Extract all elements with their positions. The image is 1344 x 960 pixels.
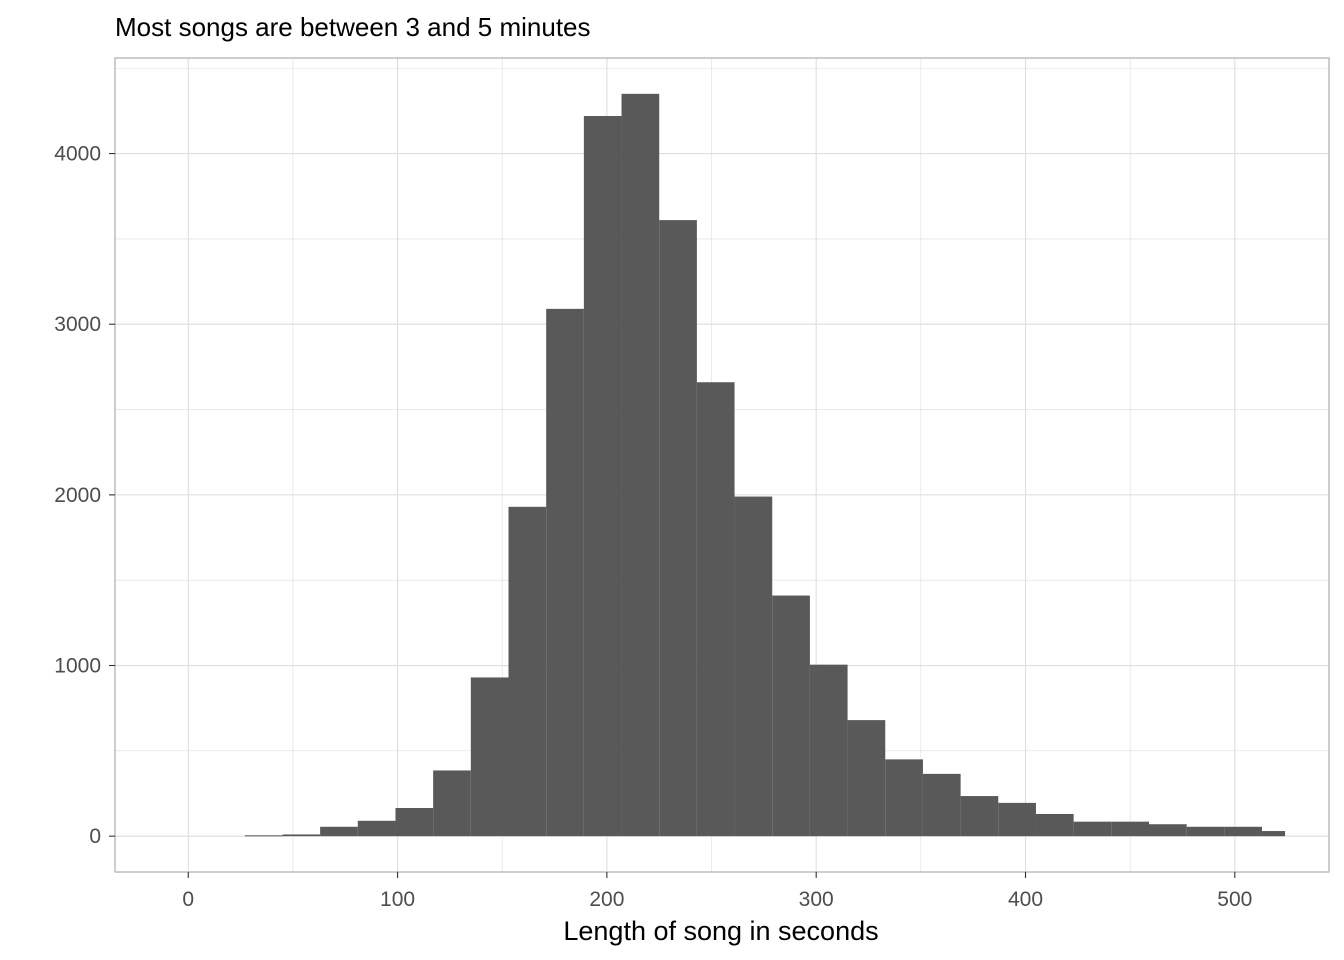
histogram-bar xyxy=(922,773,961,837)
histogram-bar xyxy=(809,664,848,837)
histogram-bar xyxy=(1148,824,1187,837)
y-tick-label: 1000 xyxy=(54,655,101,678)
histogram-bar xyxy=(621,93,660,837)
x-tick-label: 400 xyxy=(1008,888,1043,911)
histogram-bar xyxy=(772,595,810,837)
histogram-bar xyxy=(395,808,434,837)
histogram-bar xyxy=(282,834,321,837)
x-tick-label: 300 xyxy=(799,888,834,911)
x-tick-label: 200 xyxy=(589,888,624,911)
y-tick-label: 0 xyxy=(89,825,101,848)
histogram-bar xyxy=(1262,831,1286,837)
histogram-bar xyxy=(433,770,471,837)
histogram-bar xyxy=(1224,826,1263,837)
histogram-bar xyxy=(659,220,697,837)
histogram-bars xyxy=(244,93,1286,837)
histogram-bar xyxy=(1111,821,1149,837)
y-tick-label: 4000 xyxy=(54,143,101,166)
histogram-bar xyxy=(546,308,584,837)
histogram-bar xyxy=(244,835,283,837)
x-tick-label: 500 xyxy=(1217,888,1252,911)
y-axis-ticks: 0 1000 2000 3000 4000 xyxy=(54,143,115,848)
histogram-bar xyxy=(696,382,735,837)
histogram-bar xyxy=(734,496,773,837)
histogram-bar xyxy=(1035,813,1074,837)
y-tick-label: 3000 xyxy=(54,313,101,336)
histogram-bar xyxy=(998,802,1036,837)
y-tick-label: 2000 xyxy=(54,484,101,507)
histogram-bar xyxy=(885,759,923,837)
x-axis-ticks: 0 100 200 300 400 500 xyxy=(182,872,1252,911)
panel-border xyxy=(114,57,1330,873)
histogram-bar xyxy=(508,506,547,837)
histogram-bar xyxy=(357,820,396,837)
histogram-bar xyxy=(1186,826,1225,837)
x-axis-label: Length of song in seconds xyxy=(563,916,878,946)
histogram-bar xyxy=(320,826,358,837)
chart-title: Most songs are between 3 and 5 minutes xyxy=(115,12,591,42)
x-tick-label: 100 xyxy=(380,888,415,911)
x-tick-label: 0 xyxy=(182,888,194,911)
histogram-bar xyxy=(847,720,886,837)
histogram-bar xyxy=(470,677,509,837)
histogram-bar xyxy=(583,116,622,837)
histogram-bar xyxy=(960,796,999,837)
histogram-bar xyxy=(1073,821,1112,837)
